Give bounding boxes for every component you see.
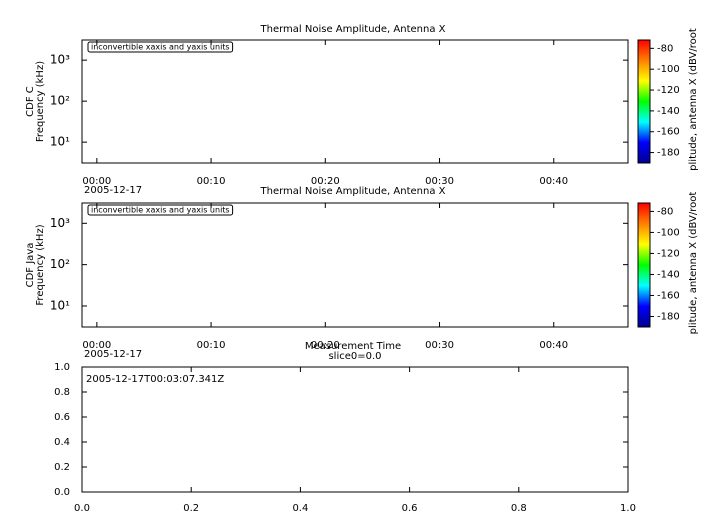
colorbar-tick-label: -120: [657, 85, 680, 96]
x-tick-label: 0.2: [183, 503, 199, 514]
y-tick-label: 10³: [50, 53, 70, 67]
colorbar-tick-label: -140: [657, 269, 680, 280]
x-tick-label: 0.8: [511, 503, 527, 514]
x-tick-label: 00:10: [197, 176, 226, 187]
x-tick-label: 00:20: [311, 176, 340, 187]
colorbar-tick-label: -80: [657, 43, 673, 54]
x-date-label: 2005-12-17: [84, 185, 142, 196]
y-tick-label: 0.2: [54, 462, 70, 473]
x-tick-label: 00:00: [82, 340, 111, 351]
x-tick-label: 1.0: [620, 503, 636, 514]
y-axis-label: Frequency (kHz): [35, 61, 46, 142]
x-tick-label: 00:40: [539, 340, 568, 351]
colorbar-label: plitude, antenna X (dBV/root: [688, 192, 699, 335]
plot-frame: [81, 202, 629, 328]
colorbar: [638, 203, 650, 327]
colorbar-tick-label: -100: [657, 227, 680, 238]
x-tick-label: 0.4: [292, 503, 308, 514]
y-axis-label: CDF C: [25, 86, 36, 117]
colorbar-tick-label: -80: [657, 206, 673, 217]
annotation-box: [87, 204, 234, 216]
x-tick-label: 00:10: [197, 340, 226, 351]
colorbar-tick-label: -160: [657, 127, 680, 138]
colorbar-tick-label: -100: [657, 64, 680, 75]
colorbar-tick-label: -140: [657, 106, 680, 117]
x-tick-label: 00:00: [82, 176, 111, 187]
colorbar-tick-label: -160: [657, 290, 680, 301]
chart-title: Measurement Time: [305, 341, 401, 352]
chart-title: Thermal Noise Amplitude, Antenna X: [260, 24, 446, 35]
colorbar-label: plitude, antenna X (dBV/root: [688, 28, 699, 171]
y-tick-label: 0.8: [54, 387, 70, 398]
colorbar-frame: [637, 202, 651, 328]
chart-title: Thermal Noise Amplitude, Antenna X: [260, 186, 446, 197]
chart-subtitle: slice0=0.0: [328, 351, 381, 362]
y-tick-label: 0.6: [54, 412, 70, 423]
plot-frame: [81, 39, 629, 164]
colorbar-tick-label: -180: [657, 311, 680, 322]
x-tick-label: 0.6: [402, 503, 418, 514]
x-tick-label: 00:30: [425, 340, 454, 351]
y-tick-label: 0.0: [54, 487, 70, 498]
annotation: 2005-12-17T00:03:07.341Z: [86, 374, 224, 385]
plot-frame: [81, 366, 629, 493]
y-tick-label: 0.4: [54, 437, 70, 448]
y-tick-label: 10²: [50, 257, 70, 271]
annotation-box: [87, 41, 234, 53]
x-tick-label: 00:20: [311, 340, 340, 351]
x-date-label: 2005-12-17: [84, 349, 142, 360]
y-tick-label: 10³: [50, 216, 70, 230]
y-tick-label: 10²: [50, 94, 70, 108]
x-tick-label: 00:40: [539, 176, 568, 187]
annotation: inconvertible xaxis and yaxis units: [91, 206, 230, 215]
colorbar-tick-label: -120: [657, 248, 680, 259]
x-tick-label: 0.0: [74, 503, 90, 514]
colorbar-frame: [637, 39, 651, 164]
y-axis-label: CDF Java: [25, 243, 36, 288]
y-tick-label: 1.0: [54, 362, 70, 373]
y-axis-label: Frequency (kHz): [35, 224, 46, 305]
y-tick-label: 10¹: [50, 298, 70, 312]
colorbar: [638, 40, 650, 163]
x-tick-label: 00:30: [425, 176, 454, 187]
annotation: inconvertible xaxis and yaxis units: [91, 43, 230, 52]
y-tick-label: 10¹: [50, 135, 70, 149]
colorbar-tick-label: -180: [657, 148, 680, 159]
